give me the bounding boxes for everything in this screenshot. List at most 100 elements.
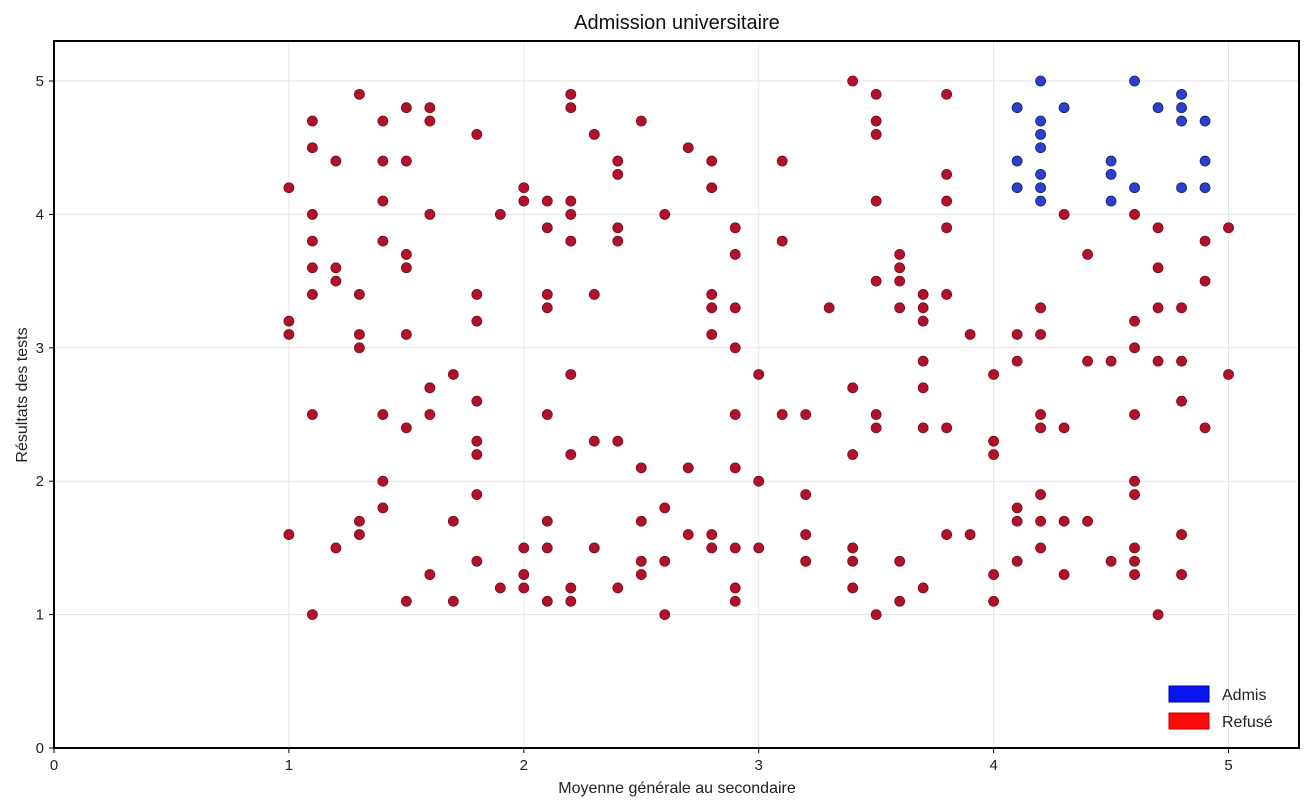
point-refuse	[776, 155, 788, 167]
point-refuse	[424, 209, 436, 220]
point-admis	[1176, 88, 1187, 100]
point-refuse	[1011, 555, 1023, 567]
point-refuse	[471, 435, 483, 447]
point-refuse	[941, 88, 953, 100]
point-refuse	[1199, 275, 1211, 287]
point-refuse	[494, 209, 506, 220]
point-refuse	[353, 529, 365, 540]
point-refuse	[847, 382, 859, 394]
point-refuse	[1152, 355, 1164, 367]
point-refuse	[283, 182, 295, 194]
point-refuse	[635, 569, 647, 580]
point-refuse	[1199, 422, 1211, 434]
point-refuse	[330, 275, 342, 287]
point-refuse	[1011, 329, 1023, 340]
point-refuse	[635, 515, 647, 527]
point-refuse	[377, 235, 389, 247]
point-refuse	[776, 235, 788, 247]
point-refuse	[847, 542, 859, 554]
point-refuse	[518, 182, 530, 194]
point-refuse	[565, 369, 577, 380]
point-refuse	[541, 595, 553, 607]
point-refuse	[917, 302, 929, 314]
point-admis	[1035, 75, 1047, 87]
point-refuse	[377, 502, 389, 514]
point-refuse	[306, 409, 318, 420]
point-refuse	[1129, 489, 1140, 500]
point-refuse	[588, 435, 600, 447]
point-refuse	[1011, 515, 1023, 527]
point-refuse	[541, 409, 553, 420]
point-refuse	[494, 582, 506, 594]
point-refuse	[1176, 395, 1187, 407]
point-refuse	[1152, 302, 1164, 314]
x-tick-label: 1	[285, 757, 293, 774]
point-refuse	[612, 222, 624, 234]
point-refuse	[565, 582, 577, 594]
point-refuse	[518, 542, 530, 554]
x-tick-label: 3	[755, 757, 763, 774]
point-refuse	[400, 595, 412, 607]
point-refuse	[706, 289, 718, 300]
point-refuse	[988, 595, 1000, 607]
point-refuse	[682, 529, 694, 540]
point-admis	[1152, 102, 1164, 114]
point-refuse	[612, 582, 624, 594]
point-admis	[1176, 102, 1187, 114]
point-refuse	[894, 555, 906, 567]
point-refuse	[424, 102, 436, 114]
point-refuse	[1035, 489, 1047, 500]
point-refuse	[471, 128, 483, 140]
point-refuse	[1058, 569, 1070, 580]
y-tick-label: 3	[36, 340, 44, 357]
x-tick-label: 5	[1224, 757, 1232, 774]
x-axis-label: Moyenne générale au secondaire	[558, 780, 796, 797]
point-refuse	[1035, 329, 1047, 340]
point-refuse	[941, 195, 953, 207]
point-refuse	[894, 595, 906, 607]
point-admis	[1129, 75, 1140, 87]
point-refuse	[353, 88, 365, 100]
point-refuse	[447, 595, 459, 607]
y-tick-label: 2	[36, 473, 44, 490]
point-refuse	[870, 115, 882, 127]
point-refuse	[870, 195, 882, 207]
point-refuse	[800, 529, 812, 540]
point-refuse	[565, 209, 577, 220]
point-refuse	[941, 422, 953, 434]
point-refuse	[377, 195, 389, 207]
point-refuse	[870, 275, 882, 287]
point-refuse	[353, 342, 365, 354]
point-refuse	[894, 275, 906, 287]
point-refuse	[588, 542, 600, 554]
point-refuse	[753, 369, 765, 380]
point-refuse	[424, 115, 436, 127]
point-refuse	[753, 542, 765, 554]
point-refuse	[988, 449, 1000, 460]
point-refuse	[635, 462, 647, 474]
point-admis	[1176, 182, 1187, 194]
point-refuse	[1105, 555, 1117, 567]
point-refuse	[964, 529, 976, 540]
point-refuse	[917, 582, 929, 594]
point-refuse	[1082, 355, 1093, 367]
point-refuse	[1176, 355, 1187, 367]
point-admis	[1176, 115, 1187, 127]
point-refuse	[612, 235, 624, 247]
point-refuse	[424, 569, 436, 580]
point-refuse	[729, 595, 741, 607]
y-tick-label: 5	[36, 73, 44, 90]
point-refuse	[471, 449, 483, 460]
point-refuse	[870, 409, 882, 420]
y-axis-label: Résultats des tests	[14, 327, 31, 462]
point-refuse	[400, 329, 412, 340]
point-refuse	[659, 609, 671, 621]
point-refuse	[306, 209, 318, 220]
point-refuse	[1035, 515, 1047, 527]
point-refuse	[1129, 315, 1140, 327]
point-refuse	[541, 302, 553, 314]
point-refuse	[1058, 209, 1070, 220]
point-refuse	[1035, 409, 1047, 420]
point-refuse	[1129, 475, 1140, 487]
point-admis	[1011, 102, 1023, 114]
